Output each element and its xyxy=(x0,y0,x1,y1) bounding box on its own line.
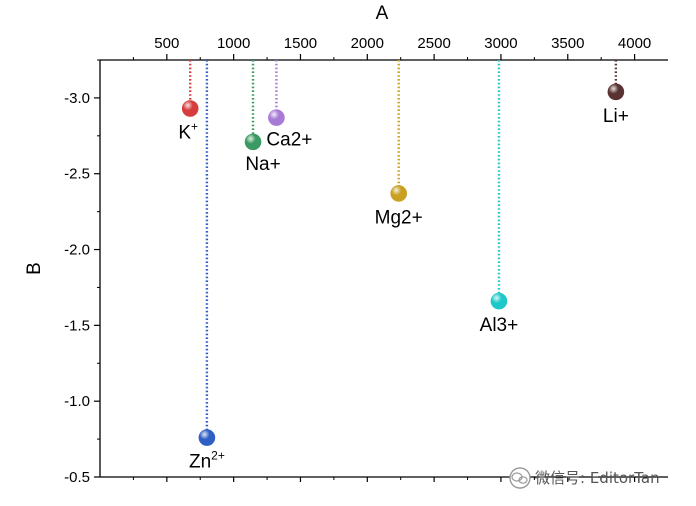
point-label: Zn2+ xyxy=(189,449,225,473)
point-label-text: Ca2+ xyxy=(266,130,312,151)
drop-lines xyxy=(189,60,618,438)
data-point xyxy=(181,100,199,117)
y-tick-label: -3.0 xyxy=(64,90,90,107)
x-tick-label: 3500 xyxy=(551,35,584,52)
point-label: K+ xyxy=(178,120,198,144)
point-labels: K+ Zn2+ Na+ Ca2+ Mg2+ Al3+ Li+ xyxy=(178,106,628,473)
watermark-text: 微信号: EditorTan xyxy=(535,469,660,487)
y-tick-label: -2.0 xyxy=(64,242,90,259)
x-tick-label: 2500 xyxy=(417,35,450,52)
y-tick-label: -0.5 xyxy=(64,469,90,486)
data-point xyxy=(198,429,216,446)
x-tick-label: 500 xyxy=(154,35,179,52)
plot-frame xyxy=(99,59,668,478)
data-point xyxy=(490,292,508,310)
x-tick-label: 4000 xyxy=(618,35,651,52)
wechat-icon xyxy=(509,467,531,489)
point-label: Al3+ xyxy=(480,315,519,336)
y-tick-label: -2.5 xyxy=(64,166,90,183)
point-label-text: Zn xyxy=(189,452,211,473)
x-axis-title: A xyxy=(376,3,389,24)
x-tick-label: 1000 xyxy=(217,35,250,52)
data-points xyxy=(181,83,625,446)
y-axis-title: B xyxy=(24,262,45,275)
point-label: Ca2+ xyxy=(266,130,312,151)
data-point xyxy=(268,109,285,126)
point-label: Li+ xyxy=(603,106,629,127)
point-label: Mg2+ xyxy=(375,207,423,228)
watermark: 微信号: EditorTan xyxy=(509,467,660,489)
point-label-text: Li+ xyxy=(603,106,629,127)
point-label: Na+ xyxy=(245,154,280,175)
y-tick-label: -1.5 xyxy=(64,317,90,334)
x-tick-label: 1500 xyxy=(284,35,317,52)
y-tick-label: -1.0 xyxy=(64,393,90,410)
data-point xyxy=(390,185,408,202)
x-tick-label: 2000 xyxy=(351,35,384,52)
y-axis-ticks: -3.0 -2.5 -2.0 -1.5 -1.0 -0.5 xyxy=(64,59,100,486)
data-point xyxy=(244,133,262,151)
point-label-text: Al3+ xyxy=(480,315,519,336)
point-label-text: Mg2+ xyxy=(375,207,423,228)
point-label-text: K xyxy=(178,123,191,144)
point-label-text: Na+ xyxy=(245,154,280,175)
point-label-superscript: + xyxy=(191,120,198,134)
point-label-superscript: 2+ xyxy=(211,449,225,463)
data-point xyxy=(607,83,625,101)
x-axis-ticks: 500 1000 1500 2000 2500 3000 3500 4000 xyxy=(132,35,651,482)
x-tick-label: 3000 xyxy=(484,35,517,52)
